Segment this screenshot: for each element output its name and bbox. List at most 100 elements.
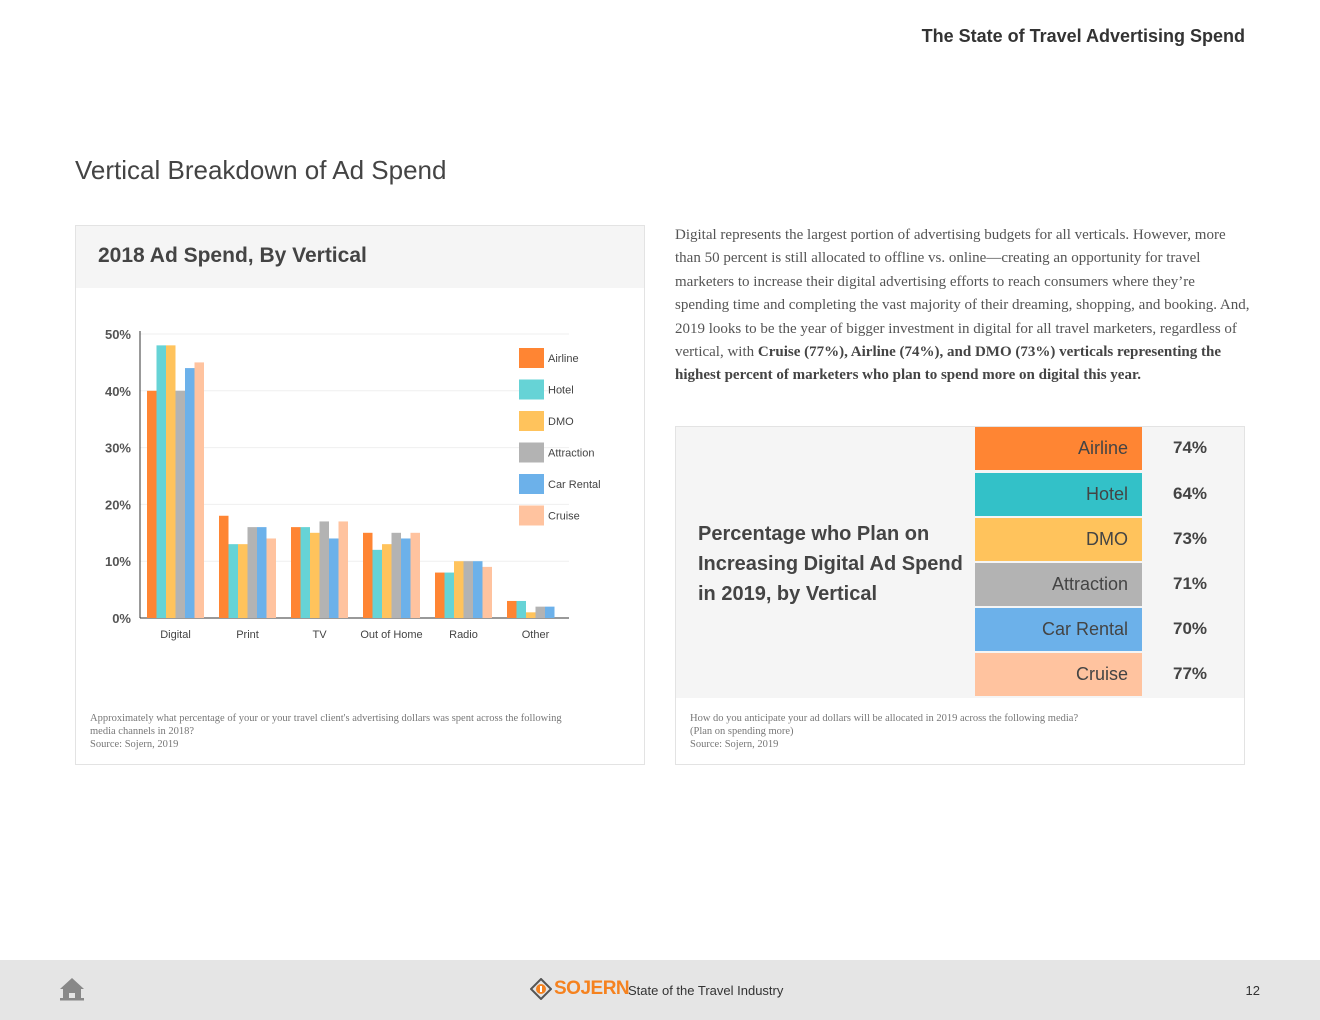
bar-car-rental-radio — [473, 561, 483, 618]
plan-row-airline: Airline — [975, 427, 1142, 470]
x-tick-label: Other — [522, 629, 550, 641]
y-tick-label: 10% — [105, 554, 131, 569]
legend-swatch — [519, 442, 544, 463]
x-tick-label: Digital — [160, 629, 191, 641]
x-tick-label: TV — [312, 629, 327, 641]
bar-dmo-out-of-home — [382, 544, 392, 618]
chart-source: Source: Sojern, 2019 — [90, 739, 179, 750]
chart-question-line-2: media channels in 2018? — [90, 726, 195, 737]
section-title: Vertical Breakdown of Ad Spend — [75, 155, 447, 185]
bar-hotel-tv — [300, 527, 310, 618]
y-tick-label: 50% — [105, 327, 131, 342]
legend-swatch — [519, 411, 544, 431]
digital-plan-card: Percentage who Plan on Increasing Digita… — [675, 426, 1245, 765]
plan-source: Source: Sojern, 2019 — [690, 739, 779, 750]
sojern-logo-text: SOJERN — [554, 978, 630, 999]
ad-spend-card: 2018 Ad Spend, By Vertical 0% 10% 20% 30% 40… — [75, 225, 645, 765]
bar-cruise-print — [266, 538, 276, 618]
chart-question-line-1: Approximately what percentage of your or… — [90, 713, 562, 724]
plan-row-car-rental: Car Rental — [975, 608, 1142, 651]
chart-source-note: Approximately what percentage of your or… — [90, 712, 635, 751]
x-tick-label: Radio — [449, 629, 478, 641]
bar-attraction-tv — [319, 521, 329, 618]
legend-swatch — [519, 474, 544, 494]
bar-attraction-radio — [463, 561, 473, 618]
page-number: 12 — [1245, 983, 1260, 998]
bar-hotel-print — [228, 544, 238, 618]
body-text-bold: Cruise (77%), Airline (74%), and DMO (73… — [675, 344, 1222, 384]
legend-label: Attraction — [548, 448, 594, 460]
plan-question-line-2: (Plan on spending more) — [690, 726, 794, 737]
plan-row-percent: 70% — [1173, 619, 1208, 638]
bar-airline-tv — [291, 527, 301, 618]
y-tick-label: 30% — [105, 441, 131, 456]
document-header-title: The State of Travel Advertising Spend — [921, 26, 1245, 46]
plan-source-note: How do you anticipate your ad dollars wi… — [690, 712, 1235, 751]
plan-row-percent: 64% — [1173, 484, 1208, 503]
footer-title: State of the Travel Industry — [628, 983, 784, 998]
x-tick-label: Out of Home — [360, 629, 422, 641]
plan-row-label: DMO — [1086, 529, 1128, 549]
bar-airline-radio — [435, 572, 445, 618]
bar-dmo-other — [526, 612, 536, 618]
legend-label: Airline — [548, 353, 579, 365]
legend-label: Car Rental — [548, 479, 601, 491]
bar-airline-out-of-home — [363, 532, 373, 618]
bar-dmo-digital — [166, 345, 176, 618]
bar-car-rental-tv — [329, 538, 339, 618]
legend-label: Hotel — [548, 385, 574, 397]
bar-airline-print — [219, 515, 229, 618]
plan-row-label: Car Rental — [1041, 619, 1128, 639]
bar-hotel-digital — [156, 345, 166, 618]
plan-row-percent: 77% — [1173, 664, 1208, 683]
home-icon[interactable] — [58, 976, 86, 1002]
sojern-logo: SOJERN — [530, 978, 630, 1000]
y-tick-label: 40% — [105, 384, 131, 399]
sojern-logo-icon — [530, 978, 552, 1000]
ad-spend-bar-chart: 0% 10% 20% 30% 40% 50% Digital Print TV Out of Ho… — [105, 327, 601, 641]
plan-row-label: Airline — [1077, 438, 1128, 458]
bar-attraction-other — [535, 606, 545, 618]
bar-attraction-print — [247, 527, 257, 618]
bar-car-rental-digital — [185, 368, 195, 618]
plan-row-cruise: Cruise — [975, 653, 1142, 696]
bar-attraction-out-of-home — [391, 532, 401, 618]
bar-airline-digital — [147, 390, 157, 618]
bar-hotel-other — [516, 600, 526, 618]
bar-dmo-print — [238, 544, 248, 618]
plan-question-line-1: How do you anticipate your ad dollars wi… — [690, 713, 1079, 724]
legend-swatch — [519, 505, 544, 526]
plan-title: Percentage who Plan on Increasing Digita… — [698, 523, 963, 605]
bar-dmo-tv — [310, 532, 320, 618]
body-text-plain: Digital represents the largest portion o… — [675, 227, 1250, 361]
plan-row-label: Cruise — [1075, 664, 1128, 684]
legend-swatch — [519, 379, 544, 400]
plan-row-percent: 71% — [1173, 574, 1208, 593]
bar-dmo-radio — [454, 561, 464, 618]
legend-label: Cruise — [548, 511, 580, 523]
bar-airline-other — [507, 600, 517, 618]
plan-row-percent: 73% — [1173, 529, 1208, 548]
bar-cruise-radio — [482, 566, 492, 618]
plan-row-percent: 74% — [1173, 438, 1208, 457]
bar-hotel-radio — [444, 572, 454, 618]
chart-card-title: 2018 Ad Spend, By Vertical — [76, 226, 644, 288]
y-tick-label: 0% — [112, 611, 131, 626]
bar-attraction-digital — [175, 390, 185, 618]
legend-label: DMO — [548, 416, 574, 428]
bar-car-rental-print — [257, 527, 267, 618]
page-footer: SOJERN State of the Travel Industry 12 — [0, 960, 1320, 1020]
plan-row-label: Hotel — [1085, 484, 1128, 504]
bar-car-rental-other — [545, 606, 555, 618]
legend-swatch — [519, 348, 544, 368]
plan-row-attraction: Attraction — [975, 563, 1142, 606]
x-tick-label: Print — [236, 629, 259, 641]
body-paragraph: Digital represents the largest portion o… — [675, 224, 1250, 388]
bar-cruise-tv — [338, 521, 348, 618]
bar-hotel-out-of-home — [372, 549, 382, 618]
bar-car-rental-out-of-home — [401, 538, 411, 618]
bar-cruise-out-of-home — [410, 532, 420, 618]
y-tick-label: 20% — [105, 497, 131, 512]
plan-row-hotel: Hotel — [975, 473, 1142, 516]
bar-cruise-digital — [194, 362, 204, 618]
